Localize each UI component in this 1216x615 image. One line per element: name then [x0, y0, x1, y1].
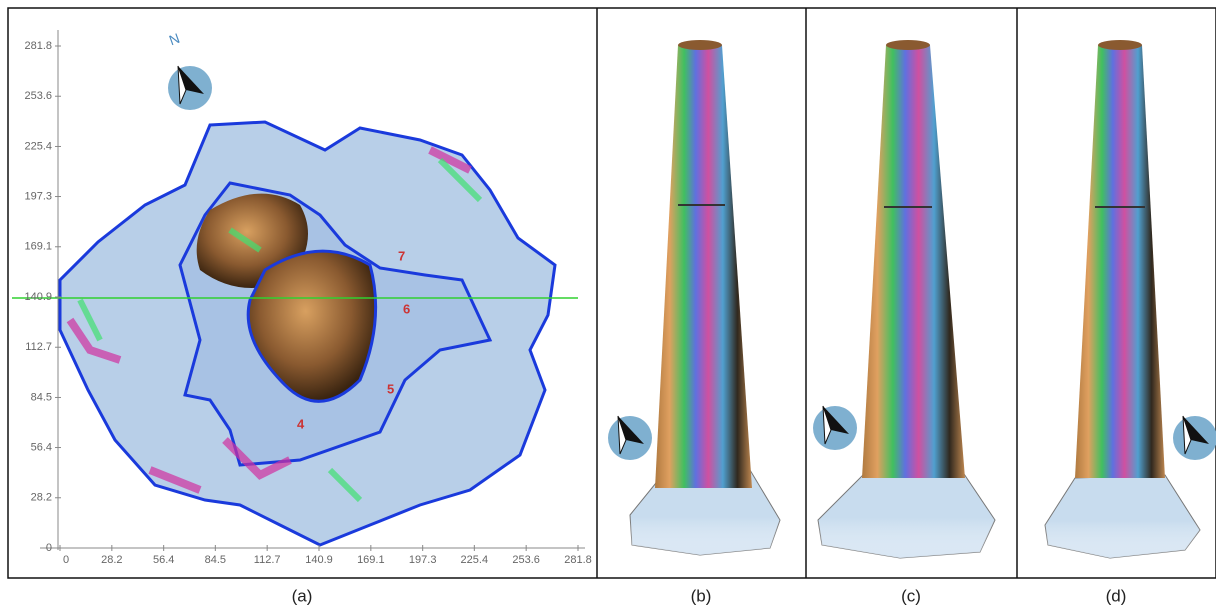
x-tick-label: 0: [63, 554, 69, 566]
y-tick-label: 281.8: [24, 40, 52, 52]
y-tick-label: 225.4: [24, 140, 52, 152]
x-tick-label: 281.8: [564, 554, 592, 566]
x-tick-label: 140.9: [305, 554, 333, 566]
y-tick-label: 112.7: [25, 341, 52, 353]
compass-label: N: [167, 30, 182, 48]
caption: (a): [292, 586, 313, 605]
compass-icon: [608, 416, 652, 460]
x-tick-label: 169.1: [357, 554, 385, 566]
region-label: 7: [398, 248, 405, 263]
compass-icon: [813, 406, 857, 450]
caption: (d): [1106, 586, 1127, 605]
tower-c: [818, 40, 995, 558]
y-tick-label: 197.3: [24, 190, 52, 202]
y-tick-label: 56.4: [31, 441, 52, 453]
caption: (c): [901, 586, 921, 605]
y-tick-label: 140.9: [24, 291, 52, 303]
region-label: 4: [297, 416, 305, 431]
region-label: 6: [403, 301, 410, 316]
region-label: 5: [387, 381, 394, 396]
y-tick-label: 84.5: [31, 391, 52, 403]
x-tick-label: 56.4: [153, 554, 174, 566]
caption: (b): [691, 586, 712, 605]
figure: N 0 28.2 56.4 84.5 112.7 140.9 169.1 197.3 225.4…: [0, 0, 1216, 610]
y-tick-label: 253.6: [24, 90, 52, 102]
x-tick-label: 112.7: [254, 554, 281, 566]
y-tick-label: 169.1: [24, 241, 52, 253]
compass-icon: [1173, 416, 1216, 460]
x-tick-label: 84.5: [205, 554, 226, 566]
compass-icon: [168, 66, 212, 110]
y-tick-label: 0: [46, 542, 52, 554]
x-tick-label: 225.4: [461, 554, 489, 566]
y-tick-label: 28.2: [31, 492, 52, 504]
x-tick-label: 28.2: [101, 554, 122, 566]
x-tick-label: 197.3: [409, 554, 437, 566]
tower-b: [630, 40, 780, 555]
page: N 0 28.2 56.4 84.5 112.7 140.9 169.1 197.3 225.4…: [0, 0, 1216, 610]
tower-d: [1045, 40, 1200, 558]
x-tick-label: 253.6: [512, 554, 540, 566]
